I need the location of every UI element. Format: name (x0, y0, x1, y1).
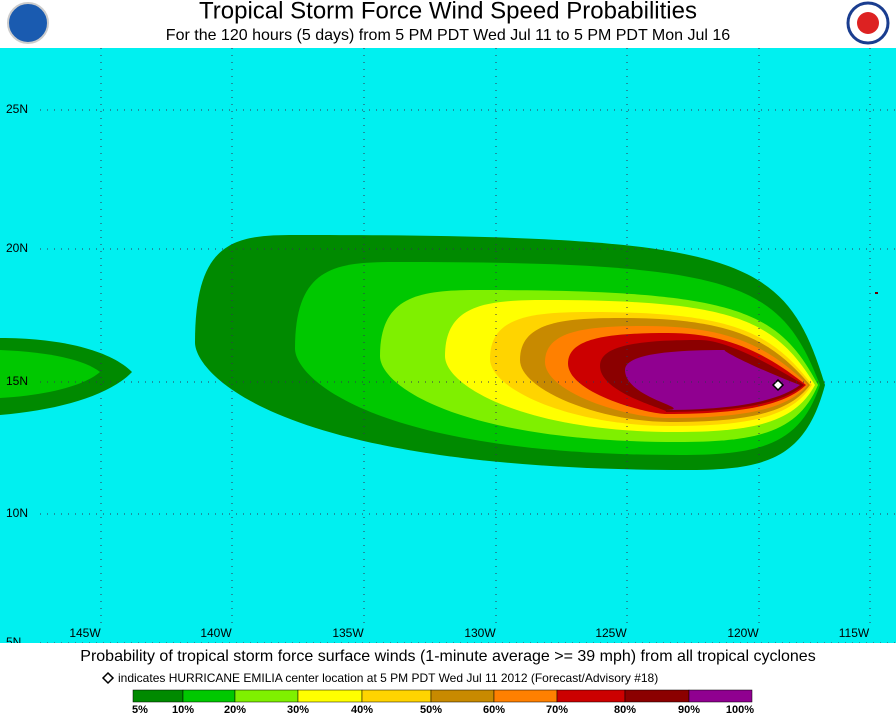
caption: Probability of tropical storm force surf… (80, 648, 815, 665)
lon-label: 125W (595, 626, 627, 640)
marker (875, 292, 878, 294)
lat-label: 10N (6, 506, 28, 520)
center-symbol (101, 671, 115, 685)
center-note: indicates HURRICANE EMILIA center locati… (118, 671, 658, 685)
legend-label: 5% (132, 704, 148, 716)
lon-label: 145W (69, 626, 101, 640)
legend-swatch (182, 689, 236, 703)
lon-label: 115W (839, 626, 870, 640)
legend-label: 90% (678, 704, 700, 716)
lon-label: 135W (332, 626, 364, 640)
legend-label: 50% (420, 704, 442, 716)
lon-label: 130W (464, 626, 496, 640)
legend-label: 30% (287, 704, 309, 716)
noaa-logo (7, 2, 49, 44)
legend-swatch (430, 689, 495, 703)
legend-swatch (234, 689, 299, 703)
legend-swatch (556, 689, 626, 703)
lat-label: 5N (6, 635, 21, 649)
legend-swatch (624, 689, 690, 703)
lat-label: 25N (6, 102, 28, 116)
lon-label: 140W (200, 626, 232, 640)
prob-contour (625, 350, 800, 410)
legend-label: 10% (172, 704, 194, 716)
lat-label: 20N (6, 241, 28, 255)
legend-label: 100% (726, 704, 754, 716)
legend-label: 70% (546, 704, 568, 716)
legend-swatch (361, 689, 432, 703)
lat-label: 15N (6, 374, 28, 388)
prob-contour (0, 350, 100, 398)
lon-label: 120W (727, 626, 759, 640)
map: 25N 20N 15N 10N 5N 145W 140W 135W 130W 125W 120W 11… (0, 48, 896, 649)
subtitle: For the 120 hours (5 days) from 5 PM PDT… (166, 27, 730, 44)
legend-swatch (297, 689, 363, 703)
title: Tropical Storm Force Wind Speed Probabil… (199, 0, 697, 24)
legend-label: 40% (351, 704, 373, 716)
legend-swatch (132, 689, 184, 703)
legend-swatch (688, 689, 753, 703)
nws-logo-center (857, 12, 879, 34)
legend-label: 20% (224, 704, 246, 716)
legend-swatch (493, 689, 558, 703)
legend-label: 80% (614, 704, 636, 716)
legend-label: 60% (483, 704, 505, 716)
